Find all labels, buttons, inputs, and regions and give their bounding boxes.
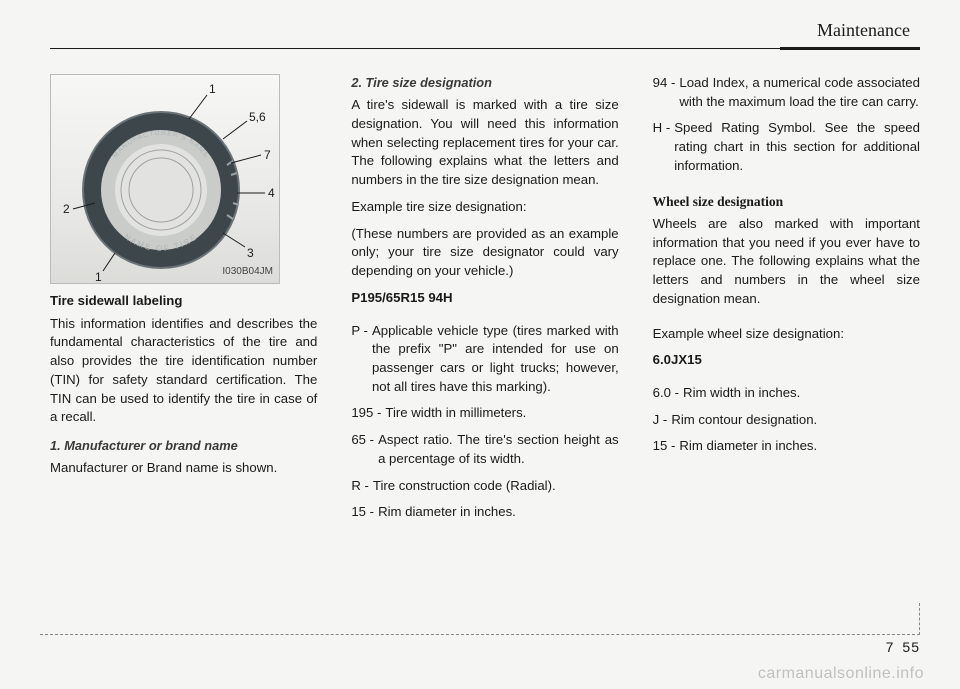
tire-figure: MANUFACTURER'S NAME NAME OF TIRE xyxy=(50,74,280,284)
col3-def-j: J - Rim contour designation. xyxy=(653,411,920,430)
col2-def-195: 195 - Tire width in millimeters. xyxy=(351,404,618,423)
col2-p2: Example tire size designation: xyxy=(351,198,618,217)
col3-def-h: H - Speed Rating Symbol. See the speed r… xyxy=(653,119,920,175)
figure-code: I030B04JM xyxy=(222,265,273,279)
footer: 755 xyxy=(40,634,920,655)
column-2: 2. Tire size designation A tire's sidewa… xyxy=(351,74,618,530)
header-rule xyxy=(50,47,920,50)
column-3: 94 - Load Index, a numerical code associ… xyxy=(653,74,920,530)
callout-3: 3 xyxy=(247,246,254,260)
page-number: 755 xyxy=(40,639,920,655)
col2-def-p: P - Applicable vehicle type (tires marke… xyxy=(351,322,618,397)
col3-def-94: 94 - Load Index, a numerical code associ… xyxy=(653,74,920,111)
col2-subhead: 2. Tire size designation xyxy=(351,74,618,92)
col1-p2: Manufacturer or Brand name is shown. xyxy=(50,459,317,478)
callout-7: 7 xyxy=(264,148,271,162)
col3-code: 6.0JX15 xyxy=(653,351,920,370)
col2-p3: (These numbers are provided as an exampl… xyxy=(351,225,618,281)
col2-def-r: R - Tire construction code (Radial). xyxy=(351,477,618,496)
callout-56: 5,6 xyxy=(249,110,266,124)
callout-4: 4 xyxy=(268,186,275,200)
col1-p1: This information identifies and describe… xyxy=(50,315,317,427)
callout-1b: 1 xyxy=(95,270,102,284)
callout-2: 2 xyxy=(63,202,70,216)
page: Maintenance xyxy=(0,0,960,530)
watermark: carmanualsonline.info xyxy=(758,665,924,683)
col3-def-60: 6.0 - Rim width in inches. xyxy=(653,384,920,403)
col2-def-15: 15 - Rim diameter in inches. xyxy=(351,503,618,522)
col1-subhead: 1. Manufacturer or brand name xyxy=(50,437,317,455)
section-header: Maintenance xyxy=(50,20,920,47)
column-1: MANUFACTURER'S NAME NAME OF TIRE xyxy=(50,74,317,530)
col2-p1: A tire's sidewall is marked with a tire … xyxy=(351,96,618,190)
col3-heading: Wheel size designation xyxy=(653,192,920,211)
col2-code: P195/65R15 94H xyxy=(351,289,618,308)
col1-heading: Tire sidewall labeling xyxy=(50,292,317,311)
col3-p2: Example wheel size designation: xyxy=(653,325,920,344)
col3-p1: Wheels are also marked with impor­tant i… xyxy=(653,215,920,309)
callout-1: 1 xyxy=(209,82,216,96)
col3-def-15: 15 - Rim diameter in inches. xyxy=(653,437,920,456)
col2-def-65: 65 - Aspect ratio. The tire's section he… xyxy=(351,431,618,468)
content-columns: MANUFACTURER'S NAME NAME OF TIRE xyxy=(50,74,920,530)
